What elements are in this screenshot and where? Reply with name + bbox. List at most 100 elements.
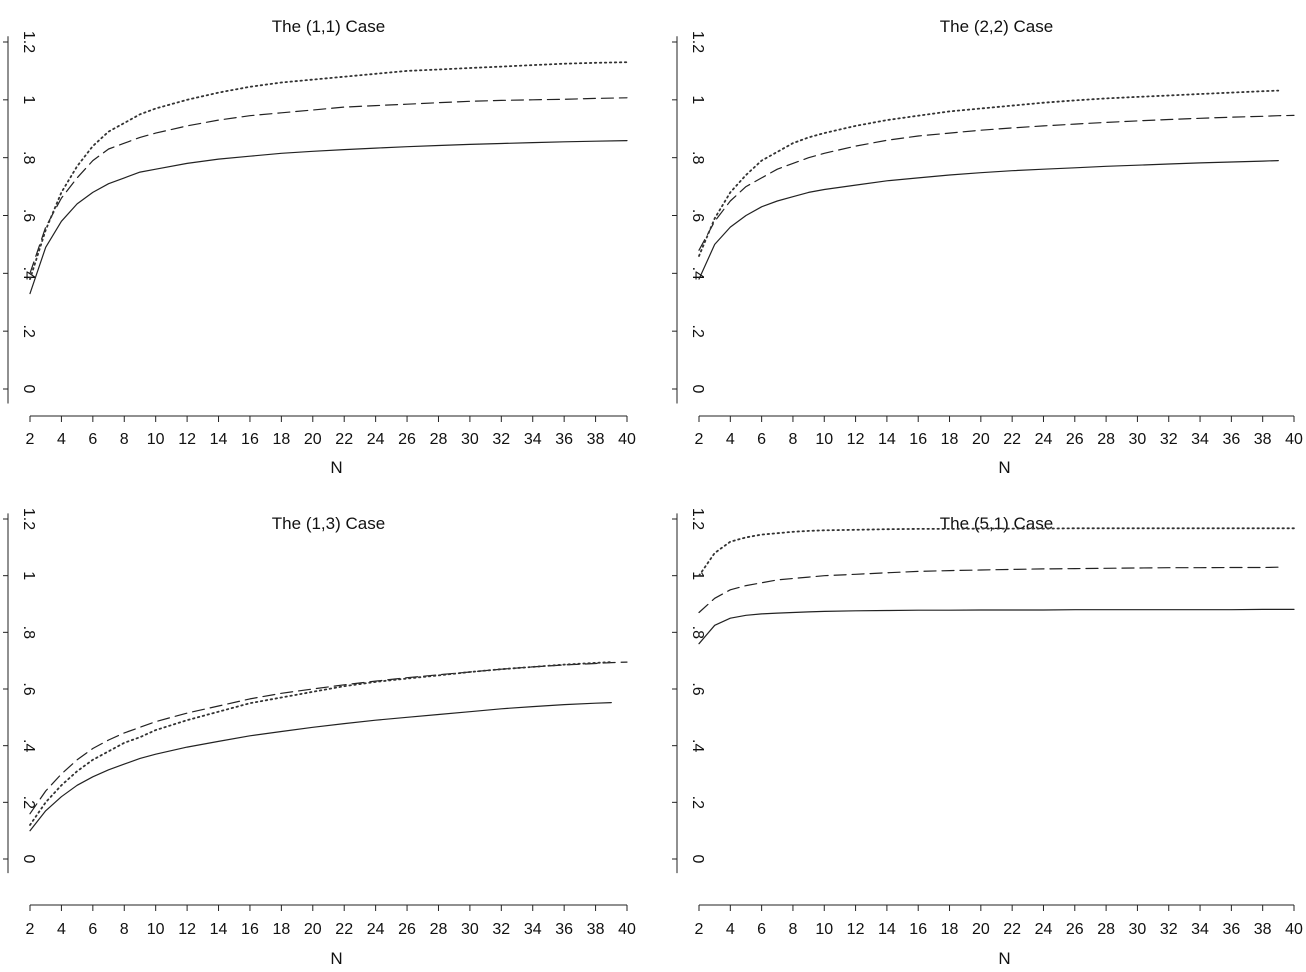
x-tick-label: 38 bbox=[1254, 431, 1272, 448]
x-tick-label: 2 bbox=[26, 431, 35, 448]
x-tick-label: 16 bbox=[909, 431, 927, 448]
y-tick-label: .2 bbox=[689, 324, 706, 337]
x-tick-label: 24 bbox=[1035, 921, 1053, 938]
y-tick-label: 1 bbox=[20, 95, 37, 104]
x-tick-label: 24 bbox=[367, 431, 385, 448]
x-tick-label: 36 bbox=[1222, 921, 1240, 938]
x-axis-title: N bbox=[330, 949, 342, 968]
x-axis-title: N bbox=[998, 949, 1010, 968]
x-tick-label: 8 bbox=[788, 921, 797, 938]
x-tick-label: 2 bbox=[26, 921, 35, 938]
series-line-solid bbox=[29, 702, 612, 832]
x-tick-label: 18 bbox=[941, 921, 959, 938]
x-tick-label: 8 bbox=[120, 921, 129, 938]
y-tick-label: .6 bbox=[689, 682, 706, 695]
y-tick-label: 1 bbox=[20, 571, 37, 580]
x-tick-label: 36 bbox=[555, 921, 573, 938]
series-line-dotted bbox=[698, 89, 1280, 257]
x-tick-label: 22 bbox=[335, 921, 353, 938]
y-tick-label: .8 bbox=[689, 151, 706, 164]
x-tick-label: 10 bbox=[815, 921, 833, 938]
x-tick-label: 38 bbox=[1254, 921, 1272, 938]
x-tick-label: 22 bbox=[1003, 921, 1021, 938]
x-tick-label: 20 bbox=[972, 921, 990, 938]
y-tick-label: 0 bbox=[20, 385, 37, 394]
series-line-dotted bbox=[29, 661, 613, 826]
x-tick-label: 34 bbox=[524, 921, 542, 938]
series-line-dashed bbox=[698, 566, 1279, 614]
x-tick-label: 16 bbox=[241, 431, 259, 448]
x-tick-label: 12 bbox=[847, 921, 865, 938]
series-line-dotted bbox=[698, 527, 1295, 577]
x-tick-label: 20 bbox=[972, 431, 990, 448]
x-tick-label: 6 bbox=[757, 921, 766, 938]
x-tick-label: 14 bbox=[878, 921, 896, 938]
x-tick-label: 10 bbox=[815, 431, 833, 448]
x-tick-label: 28 bbox=[1097, 921, 1115, 938]
x-tick-label: 34 bbox=[524, 431, 542, 448]
x-tick-label: 14 bbox=[878, 431, 896, 448]
x-tick-label: 24 bbox=[367, 921, 385, 938]
y-tick-label: 1.2 bbox=[689, 508, 706, 530]
x-tick-label: 6 bbox=[88, 431, 97, 448]
x-tick-label: 4 bbox=[57, 431, 66, 448]
x-tick-label: 6 bbox=[757, 431, 766, 448]
chart-title: The (2,2) Case bbox=[940, 17, 1053, 36]
y-tick-label: .4 bbox=[20, 267, 37, 280]
x-axis-title: N bbox=[330, 458, 342, 477]
x-tick-label: 16 bbox=[241, 921, 259, 938]
x-tick-label: 40 bbox=[618, 431, 636, 448]
y-tick-label: .4 bbox=[689, 267, 706, 280]
x-tick-label: 40 bbox=[618, 921, 636, 938]
x-tick-label: 30 bbox=[461, 921, 479, 938]
x-tick-label: 4 bbox=[726, 921, 735, 938]
x-axis-title: N bbox=[998, 458, 1010, 477]
y-tick-label: .2 bbox=[20, 796, 37, 809]
y-tick-label: .6 bbox=[20, 209, 37, 222]
x-tick-label: 14 bbox=[210, 431, 228, 448]
x-tick-label: 12 bbox=[178, 431, 196, 448]
series-line-solid bbox=[29, 140, 628, 295]
x-tick-label: 4 bbox=[726, 431, 735, 448]
x-tick-label: 12 bbox=[178, 921, 196, 938]
series-line-dashed bbox=[698, 114, 1295, 251]
x-tick-label: 22 bbox=[335, 431, 353, 448]
x-tick-label: 20 bbox=[304, 921, 322, 938]
chart-title: The (5,1) Case bbox=[940, 514, 1053, 533]
y-tick-label: .8 bbox=[20, 626, 37, 639]
y-tick-label: 0 bbox=[689, 855, 706, 864]
y-tick-label: 1 bbox=[689, 95, 706, 104]
x-tick-label: 40 bbox=[1285, 431, 1303, 448]
x-tick-label: 32 bbox=[492, 431, 510, 448]
x-tick-label: 26 bbox=[1066, 431, 1084, 448]
x-tick-label: 8 bbox=[120, 431, 129, 448]
x-tick-label: 32 bbox=[1160, 431, 1178, 448]
y-tick-label: .4 bbox=[20, 739, 37, 752]
y-tick-label: 1 bbox=[689, 571, 706, 580]
x-tick-label: 20 bbox=[304, 431, 322, 448]
y-tick-label: 1.2 bbox=[20, 508, 37, 530]
x-tick-label: 30 bbox=[1129, 921, 1147, 938]
x-tick-label: 40 bbox=[1285, 921, 1303, 938]
series-line-solid bbox=[698, 160, 1279, 280]
x-tick-label: 4 bbox=[57, 921, 66, 938]
x-tick-label: 2 bbox=[695, 431, 704, 448]
y-tick-label: 0 bbox=[20, 855, 37, 864]
y-tick-label: .4 bbox=[689, 739, 706, 752]
x-tick-label: 36 bbox=[555, 431, 573, 448]
y-tick-label: .2 bbox=[689, 796, 706, 809]
x-tick-label: 10 bbox=[147, 921, 165, 938]
x-tick-label: 32 bbox=[1160, 921, 1178, 938]
chart-title: The (1,1) Case bbox=[272, 17, 385, 36]
x-tick-label: 2 bbox=[695, 921, 704, 938]
series-line-dashed bbox=[29, 97, 628, 274]
x-tick-label: 30 bbox=[1129, 431, 1147, 448]
series-line-solid bbox=[698, 608, 1295, 645]
x-tick-label: 24 bbox=[1035, 431, 1053, 448]
y-tick-label: 0 bbox=[689, 385, 706, 394]
